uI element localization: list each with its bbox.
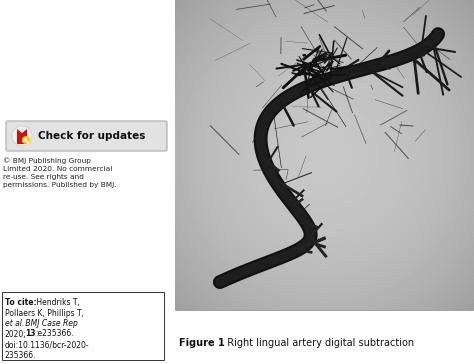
- Text: Figure 1: Figure 1: [179, 338, 225, 348]
- Text: To cite:: To cite:: [5, 298, 36, 307]
- Text: 2020;: 2020;: [5, 329, 27, 339]
- Text: BMJ Case Rep: BMJ Case Rep: [23, 319, 78, 328]
- Text: et al.: et al.: [5, 319, 24, 328]
- Text: doi:10.1136/bcr-2020-: doi:10.1136/bcr-2020-: [5, 340, 90, 349]
- Text: © BMJ Publishing Group
Limited 2020. No commercial
re-use. See rights and
permis: © BMJ Publishing Group Limited 2020. No …: [3, 157, 117, 189]
- Text: Check for updates: Check for updates: [38, 131, 146, 141]
- Text: 235366.: 235366.: [5, 351, 36, 360]
- Text: 13: 13: [25, 329, 36, 339]
- Text: Right lingual artery digital subtraction: Right lingual artery digital subtraction: [221, 338, 414, 348]
- FancyBboxPatch shape: [6, 121, 167, 151]
- Polygon shape: [17, 129, 27, 144]
- Text: Pollaers K, Phillips T,: Pollaers K, Phillips T,: [5, 309, 84, 317]
- Text: :e235366.: :e235366.: [35, 329, 73, 339]
- Bar: [2, 292, 164, 360]
- Circle shape: [22, 136, 30, 144]
- Text: Hendriks T,: Hendriks T,: [34, 298, 80, 307]
- Circle shape: [12, 126, 32, 146]
